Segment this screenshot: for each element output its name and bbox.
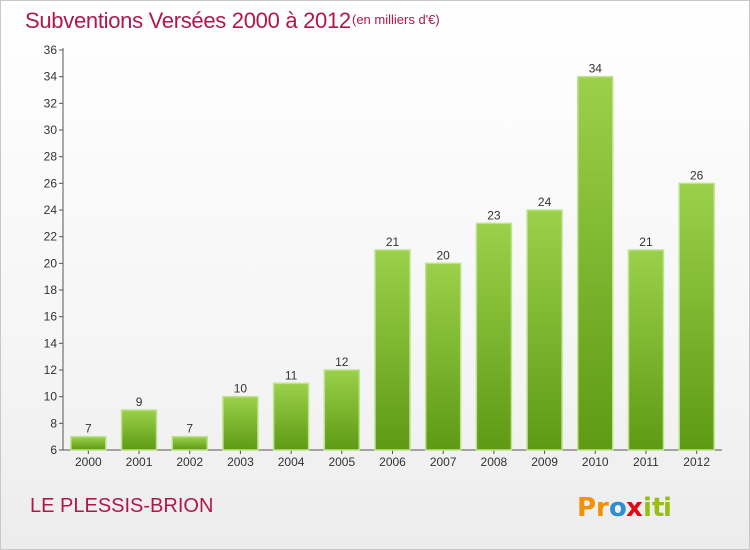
bar-2011 [627, 249, 665, 451]
y-tick-label: 10 [44, 390, 58, 404]
chart-unit-subtitle: (en milliers d'€) [352, 12, 440, 27]
y-tick-label: 22 [44, 230, 58, 244]
y-tick-label: 32 [44, 96, 58, 110]
chart-title: Subventions Versées 2000 à 2012 [25, 8, 351, 33]
y-tick-label: 8 [50, 416, 57, 430]
y-tick-label: 18 [44, 283, 58, 297]
y-tick-label: 24 [44, 203, 58, 217]
bar-value-label: 34 [589, 62, 603, 76]
logo-letter: r [596, 493, 609, 523]
y-tick-label: 20 [44, 256, 58, 270]
logo-letter: i [643, 493, 652, 523]
bar-2003 [222, 395, 259, 451]
bar-2012 [678, 182, 715, 451]
y-tick-label: 14 [44, 336, 58, 350]
x-tick-label: 2008 [481, 455, 508, 469]
bar-value-label: 11 [285, 368, 298, 382]
x-tick-label: 2011 [633, 455, 659, 469]
x-tick-label: 2012 [683, 455, 710, 469]
bar-value-label: 23 [487, 208, 501, 222]
y-tick-label: 6 [50, 443, 57, 457]
bar-value-label: 26 [690, 168, 704, 182]
bar-2010 [577, 75, 614, 451]
x-tick-label: 2009 [531, 455, 558, 469]
bar-2005 [323, 369, 361, 451]
logo-letter: t [652, 493, 664, 523]
logo-letter: x [626, 493, 643, 523]
y-tick-label: 26 [44, 176, 58, 190]
x-tick-label: 2006 [379, 455, 406, 469]
bar-value-label: 21 [386, 235, 400, 249]
x-tick-label: 2005 [328, 455, 355, 469]
bar-value-label: 12 [335, 355, 349, 369]
place-name: LE PLESSIS-BRION [30, 495, 214, 517]
bar-value-label: 7 [186, 422, 193, 436]
bar-value-label: 9 [136, 395, 143, 409]
y-tick-label: 30 [44, 123, 58, 137]
bar-2002 [171, 435, 208, 451]
bar-value-label: 20 [437, 248, 451, 262]
logo-letter: i [663, 493, 672, 523]
bars-group [70, 75, 715, 451]
x-tick-label: 2004 [278, 455, 305, 469]
logo-letter: o [609, 493, 627, 523]
y-tick-label: 28 [44, 150, 58, 164]
x-tick-label: 2010 [582, 455, 609, 469]
bar-value-label: 7 [85, 422, 92, 436]
bar-2004 [272, 382, 310, 451]
x-tick-label: 2001 [126, 455, 153, 469]
x-tick-label: 2000 [75, 455, 102, 469]
labels-group: 7 2000 9 2001 7 2002 10 2003 11 2004 12 2005 21 2006 2… [75, 62, 710, 469]
x-tick-label: 2007 [430, 455, 457, 469]
x-tick-label: 2003 [227, 455, 254, 469]
y-tick-label: 34 [44, 70, 58, 84]
y-tick-label: 36 [44, 43, 58, 57]
bar-2008 [475, 222, 513, 451]
bar-2009 [526, 209, 563, 451]
logo-letter: P [577, 493, 596, 523]
bar-2007 [424, 262, 462, 451]
y-tick-label: 16 [44, 310, 58, 324]
y-tick-label: 12 [44, 363, 58, 377]
bar-value-label: 24 [538, 195, 552, 209]
bar-value-label: 21 [639, 235, 653, 249]
bar-2006 [374, 249, 411, 451]
bar-2000 [70, 435, 107, 451]
bar-2001 [120, 409, 158, 451]
x-tick-label: 2002 [176, 455, 203, 469]
bar-value-label: 10 [234, 382, 248, 396]
